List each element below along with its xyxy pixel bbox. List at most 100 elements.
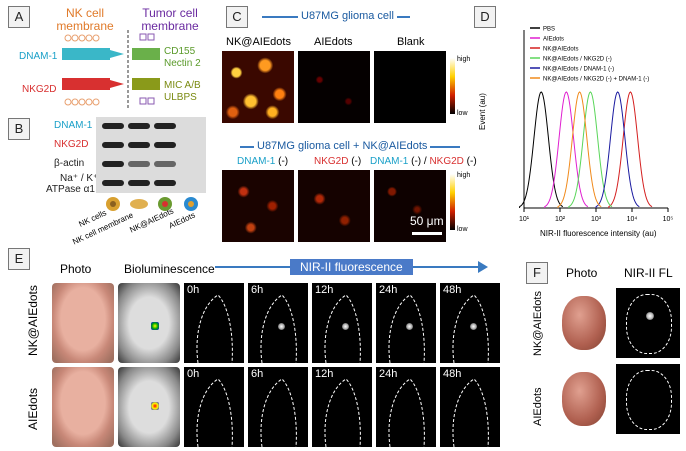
x-tick-label: 10³ (591, 216, 602, 223)
fluorescence-spot (470, 323, 477, 330)
panel-b-label: B (8, 118, 30, 140)
series-line (595, 91, 640, 209)
fluorescence-spot (278, 323, 285, 330)
series-line (608, 91, 653, 209)
colorbar-bottom (450, 174, 455, 230)
x-tick-label: 10⁵ (663, 216, 674, 223)
biolum-spot-aie (151, 402, 159, 410)
micro-aie (298, 51, 370, 123)
chart-xlabel: NIR-II fluorescence intensity (au) (540, 229, 657, 238)
f-photo-header: Photo (566, 266, 598, 280)
ligand-mic: MIC A/B (164, 80, 201, 91)
micro-blank (374, 51, 446, 123)
panel-c-label: C (226, 6, 248, 28)
fluorescence-spot (342, 323, 349, 330)
head-outline (196, 378, 233, 447)
nir-frame: 24h (376, 283, 436, 363)
nir-arrow-head (478, 261, 488, 273)
wb-lane-row (96, 158, 206, 170)
nir-frame: 48h (440, 367, 500, 447)
col-blank: Blank (397, 36, 425, 48)
legend-entry: NK@AIEdots / DNAM-1 (-) (543, 67, 614, 73)
row-label-aie: AIEdots (26, 387, 40, 430)
wb-row-atpase2: ATPase α1 (46, 184, 95, 195)
x-tick-label: 10⁴ (627, 216, 638, 223)
series-line (544, 91, 589, 209)
brain-fl-aie (616, 364, 680, 434)
bottom-col-3: DNAM-1 (-) / NKG2D (-) (370, 156, 477, 167)
mouse-photo-aie (52, 367, 114, 447)
cbar-low-2: low (457, 226, 468, 233)
head-outline (324, 294, 361, 363)
series-line (568, 91, 613, 209)
wb-row-dnam1: DNAM-1 (54, 120, 93, 131)
brain-photo-nkaie (556, 288, 612, 358)
wb-lane-row (96, 139, 206, 151)
legend-entry: PBS (543, 27, 555, 33)
head-outline (452, 294, 489, 363)
biolum-aie (118, 367, 180, 447)
micro-dnam1-neg (222, 170, 294, 242)
nir-frame: 6h (248, 367, 308, 447)
receptor-dnam1: DNAM-1 (19, 51, 58, 62)
biolum-header: Bioluminescence (124, 262, 215, 276)
head-outline (260, 378, 297, 447)
time-label: 12h (315, 284, 334, 296)
time-label: 0h (187, 284, 200, 296)
nir-frame: 12h (312, 367, 372, 447)
scalebar (412, 232, 442, 235)
chart-ylabel: Event (au) (478, 93, 487, 130)
bottom-title: U87MG glioma cell + NK@AIEdots (254, 140, 431, 152)
lane-icons (106, 197, 198, 211)
micro-nkg2d-neg (298, 170, 370, 242)
western-blot (96, 117, 206, 193)
wb-row-nkg2d: NKG2D (54, 139, 89, 150)
time-label: 12h (315, 368, 334, 380)
time-label: 24h (379, 368, 398, 380)
wb-lane-row (96, 177, 206, 189)
time-label: 6h (251, 284, 264, 296)
nir-frame: 24h (376, 367, 436, 447)
x-tick-label: 10² (555, 216, 566, 223)
head-outline (388, 294, 425, 363)
bottom-col-2: NKG2D (-) (314, 156, 362, 167)
series-line (519, 91, 564, 209)
bottom-col-1: DNAM-1 (-) (237, 156, 289, 167)
wb-row-actin: β-actin (54, 158, 85, 169)
colorbar-top (450, 58, 455, 114)
ligand-nectin2: Nectin 2 (164, 58, 201, 69)
panel-f-label: F (526, 262, 548, 284)
row-label-nkaie: NK@AIEdots (26, 285, 40, 356)
nir-frame: 0h (184, 283, 244, 363)
ligand-cd155: CD155 (164, 46, 196, 57)
biolum-nkaie (118, 283, 180, 363)
head-outline (452, 378, 489, 447)
micro-nkaie (222, 51, 294, 123)
f-row-nkaie: NK@AIEdots (532, 291, 544, 356)
brain-fl-nkaie (616, 288, 680, 358)
time-label: 6h (251, 368, 264, 380)
head-outline (196, 294, 233, 363)
series-line (557, 91, 602, 209)
membrane-diagram (62, 30, 160, 110)
brain-photo-aie (556, 364, 612, 434)
nk-membrane-title: NK cell membrane (56, 6, 114, 33)
nir-frame: 48h (440, 283, 500, 363)
col-nkaie: NK@AIEdots (226, 36, 291, 48)
fluorescence-spot (406, 323, 413, 330)
tumor-membrane-title: Tumor cell membrane (141, 6, 199, 33)
scalebar-label: 50 μm (410, 214, 444, 228)
f-fl-header: NIR-II FL (624, 266, 673, 280)
mouse-photo-nkaie (52, 283, 114, 363)
biolum-spot-nkaie (151, 322, 159, 330)
cbar-high-2: high (457, 172, 471, 179)
head-outline (260, 294, 297, 363)
nir-frame: 6h (248, 283, 308, 363)
cbar-low: low (457, 110, 468, 117)
legend-entry: AIEdots (543, 37, 564, 43)
nir-frame: 0h (184, 367, 244, 447)
panel-a-label: A (8, 6, 30, 28)
micro-double-neg (374, 170, 446, 242)
wb-row-atpase: Na⁺ / K⁺ (60, 173, 99, 184)
time-label: 0h (187, 368, 200, 380)
